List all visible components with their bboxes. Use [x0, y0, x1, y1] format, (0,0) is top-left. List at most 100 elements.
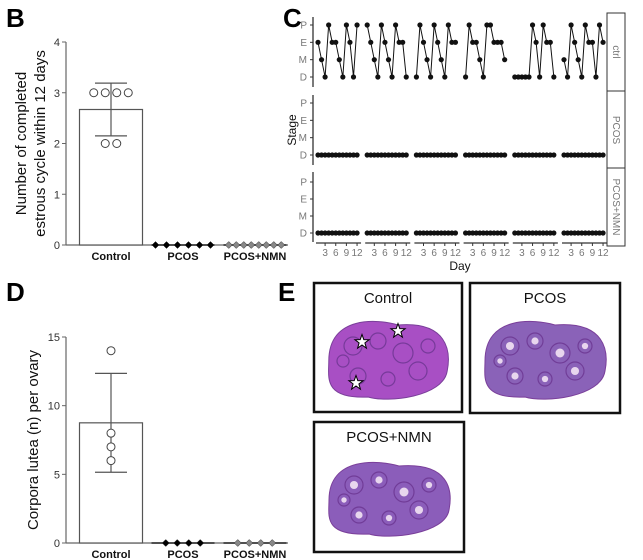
follicle: [343, 336, 363, 356]
data-point: [112, 139, 122, 148]
data-point: [224, 241, 233, 249]
stage-point: [502, 57, 508, 63]
day-tick-label: 3: [519, 248, 525, 259]
day-tick-label: 12: [499, 248, 511, 259]
stage-point: [431, 22, 437, 28]
stage-point: [600, 230, 606, 236]
stage-point: [393, 22, 399, 28]
day-tick-label: 6: [579, 248, 585, 259]
ovary-section: [328, 321, 449, 400]
stage-point: [568, 22, 574, 28]
data-point: [173, 539, 182, 547]
panel-label-c: C: [283, 3, 302, 33]
y-axis-label: estrous cycle within 12 days: [32, 50, 49, 237]
stage-point: [547, 39, 553, 45]
stage-point: [561, 57, 567, 63]
follicle-lumen: [375, 476, 383, 484]
stage-point: [382, 39, 388, 45]
facet-strip-label: ctrl: [610, 45, 621, 58]
day-tick-label: 6: [333, 248, 339, 259]
stage-point: [420, 39, 427, 45]
data-point: [106, 442, 116, 452]
stage-tick-label: E: [300, 38, 307, 49]
y-tick-label: 3: [54, 88, 60, 100]
stage-point: [336, 57, 342, 63]
data-point: [161, 539, 170, 547]
stage-point: [533, 39, 539, 45]
stage-point: [354, 230, 360, 236]
x-category-label: Control: [91, 549, 130, 560]
day-tick-label: 12: [450, 248, 462, 259]
follicle-lumen: [385, 514, 393, 522]
data-point: [269, 241, 278, 249]
follicle: [577, 338, 593, 354]
stage-point: [564, 74, 571, 80]
x-axis-label: Day: [449, 259, 470, 273]
stage-line: [563, 24, 604, 78]
follicle-lumen: [355, 511, 363, 519]
histology-image-pcos: PCOS: [468, 281, 622, 415]
stage-point: [340, 74, 346, 80]
follicle-lumen: [505, 341, 515, 351]
image-title: Control: [364, 290, 412, 307]
data-point: [106, 428, 116, 438]
data-point: [232, 241, 241, 249]
follicle: [421, 477, 437, 493]
follicle: [537, 371, 553, 387]
follicle-lumen: [497, 358, 503, 364]
data-point: [247, 241, 256, 249]
follicle: [409, 500, 429, 520]
stage-point: [371, 57, 377, 63]
stage-point: [322, 74, 328, 80]
stage-tick-label: P: [300, 99, 307, 110]
data-point: [184, 241, 193, 249]
facet-strip-label: PCOS+NMN: [610, 179, 621, 236]
stage-tick-label: E: [300, 195, 307, 206]
corpus-luteum-star-icon: [353, 332, 371, 350]
y-tick-label: 2: [54, 139, 60, 151]
follicle: [420, 338, 436, 354]
stage-point: [354, 152, 360, 158]
stage-tick-label: P: [300, 178, 307, 189]
stage-point: [593, 74, 599, 80]
stage-point: [375, 74, 381, 80]
stage-point: [589, 39, 596, 45]
follicle-lumen: [511, 372, 519, 380]
panel-d-bar-chart: 0 5 10 15 Corpora lutea (n) per ovary Control…: [25, 332, 288, 560]
data-point: [206, 241, 215, 249]
ovary-section: [484, 321, 607, 400]
panel-b-bar-chart: 0 1 2 3 4 Number of completed estrous cycle wi…: [13, 37, 288, 263]
y-tick-label: 15: [48, 332, 60, 344]
follicle: [380, 371, 396, 387]
follicle-lumen: [555, 348, 565, 358]
data-point: [112, 88, 122, 98]
stage-point: [463, 74, 469, 80]
stage-point: [343, 22, 349, 28]
day-tick-label: 3: [470, 248, 476, 259]
stage-point: [435, 39, 441, 45]
stage-point: [350, 74, 357, 80]
data-point: [277, 241, 286, 249]
day-tick-label: 9: [590, 248, 596, 259]
data-point: [151, 241, 160, 249]
day-tick-label: 12: [548, 248, 560, 259]
stage-point: [417, 22, 423, 28]
stage-point: [364, 22, 370, 28]
stage-point: [502, 152, 508, 158]
y-tick-label: 5: [54, 469, 60, 481]
y-tick-label: 10: [48, 401, 60, 413]
follicle-lumen: [341, 497, 347, 503]
stage-point: [579, 74, 585, 80]
stage-point: [551, 152, 557, 158]
data-point: [89, 88, 99, 98]
data-point: [233, 539, 242, 547]
follicle-lumen: [541, 375, 549, 383]
stage-point: [600, 152, 606, 158]
stage-point: [551, 74, 557, 80]
y-tick-label: 4: [54, 37, 60, 49]
follicle: [344, 475, 364, 495]
day-tick-label: 6: [431, 248, 437, 259]
follicle: [350, 506, 368, 524]
stage-tick-label: D: [300, 73, 307, 84]
